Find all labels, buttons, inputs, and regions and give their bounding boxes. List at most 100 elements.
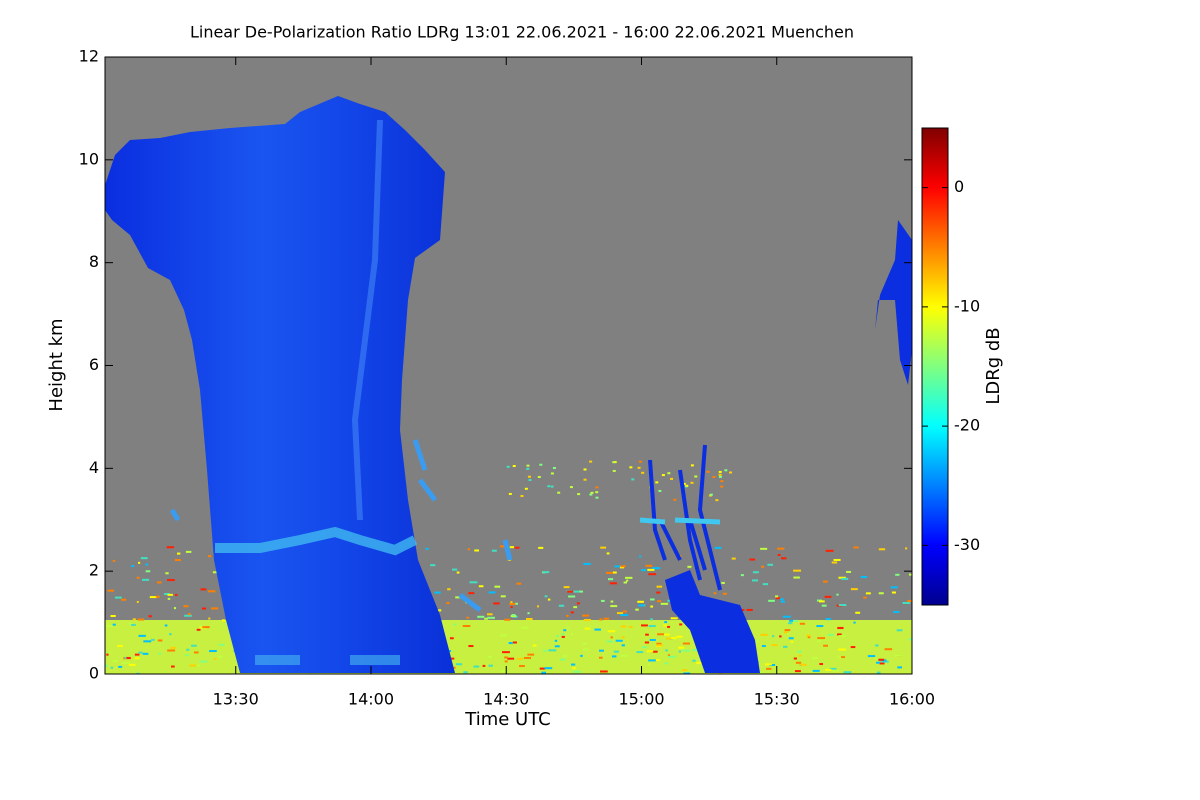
noise-speckle [589, 493, 593, 496]
noise-speckle [775, 597, 780, 600]
noise-speckle [663, 624, 668, 627]
noise-speckle [641, 471, 645, 474]
noise-speckle [610, 636, 613, 639]
noise-speckle [779, 635, 782, 638]
noise-speckle [831, 561, 838, 564]
noise-speckle [532, 644, 537, 647]
noise-speckle [184, 614, 192, 617]
noise-speckle [896, 629, 903, 632]
noise-speckle [512, 465, 516, 468]
noise-speckle [500, 669, 507, 672]
noise-speckle [455, 596, 461, 599]
noise-speckle [875, 644, 879, 647]
noise-speckle [780, 600, 785, 603]
y-axis-label: Height km [46, 318, 67, 411]
noise-speckle [527, 612, 530, 615]
noise-speckle [905, 547, 908, 550]
noise-speckle [186, 648, 190, 651]
noise-speckle [494, 585, 501, 588]
noise-speckle [561, 635, 565, 638]
noise-speckle [761, 565, 765, 568]
noise-speckle [583, 618, 591, 621]
noise-speckle [512, 641, 517, 644]
colorbar-tick-label: -30 [954, 535, 980, 554]
noise-speckle [482, 664, 486, 667]
noise-speckle [692, 659, 696, 662]
noise-speckle [555, 634, 559, 637]
noise-speckle [218, 655, 223, 658]
noise-speckle [452, 568, 458, 571]
noise-speckle [860, 576, 868, 579]
noise-speckle [819, 663, 824, 666]
noise-speckle [157, 639, 163, 642]
noise-speckle [136, 576, 140, 579]
noise-speckle [639, 555, 642, 558]
noise-speckle [836, 593, 839, 596]
noise-speckle [207, 555, 212, 558]
x-tick-label: 13:30 [213, 690, 259, 709]
y-tick-label: 10 [79, 149, 99, 168]
noise-speckle [134, 657, 140, 660]
noise-speckle [201, 607, 207, 610]
noise-speckle [565, 614, 569, 617]
noise-speckle [112, 623, 116, 626]
noise-speckle [504, 618, 511, 621]
noise-speckle [667, 472, 671, 475]
noise-speckle [493, 602, 500, 605]
noise-speckle [539, 667, 546, 670]
noise-speckle [648, 573, 657, 576]
noise-speckle [484, 617, 489, 620]
noise-speckle [816, 639, 822, 642]
noise-speckle [853, 546, 859, 549]
noise-speckle [477, 615, 485, 618]
noise-speckle [670, 617, 678, 620]
noise-speckle [142, 652, 149, 655]
noise-speckle [817, 637, 826, 640]
noise-speckle [202, 626, 210, 629]
noise-speckle [781, 557, 787, 560]
noise-speckle [663, 633, 670, 636]
noise-speckle [690, 464, 694, 467]
noise-speckle [793, 619, 799, 622]
noise-speckle [537, 476, 541, 479]
noise-speckle [563, 654, 567, 657]
noise-speckle [709, 493, 713, 496]
noise-speckle [648, 659, 656, 662]
noise-speckle [509, 603, 516, 606]
noise-speckle [189, 664, 197, 667]
noise-speckle [508, 492, 512, 495]
noise-speckle [648, 625, 656, 628]
noise-speckle [783, 631, 788, 634]
noise-speckle [527, 475, 531, 478]
x-tick-label: 16:00 [889, 690, 935, 709]
noise-speckle [212, 571, 218, 574]
noise-speckle [583, 648, 589, 651]
noise-speckle [626, 579, 629, 582]
noise-speckle [516, 582, 522, 585]
noise-speckle [652, 650, 658, 653]
noise-speckle [487, 616, 495, 619]
noise-speckle [149, 596, 158, 599]
noise-speckle [167, 649, 176, 652]
noise-speckle [502, 651, 510, 654]
noise-speckle [902, 601, 911, 604]
noise-speckle [624, 576, 633, 579]
noise-speckle [908, 638, 912, 641]
noise-speckle [171, 665, 175, 668]
noise-speckle [673, 498, 677, 501]
y-tick-label: 4 [89, 458, 99, 477]
noise-speckle [142, 578, 150, 581]
noise-speckle [645, 633, 649, 636]
noise-speckle [795, 661, 802, 664]
noise-speckle [833, 558, 841, 561]
noise-speckle [765, 663, 772, 666]
noise-speckle [566, 627, 570, 630]
noise-speckle [583, 468, 587, 471]
noise-speckle [884, 648, 893, 651]
noise-speckle [682, 642, 690, 645]
noise-speckle [488, 591, 496, 594]
noise-speckle [621, 636, 625, 639]
noise-speckle [600, 599, 605, 602]
noise-speckle [194, 664, 201, 667]
noise-speckle [782, 615, 791, 618]
